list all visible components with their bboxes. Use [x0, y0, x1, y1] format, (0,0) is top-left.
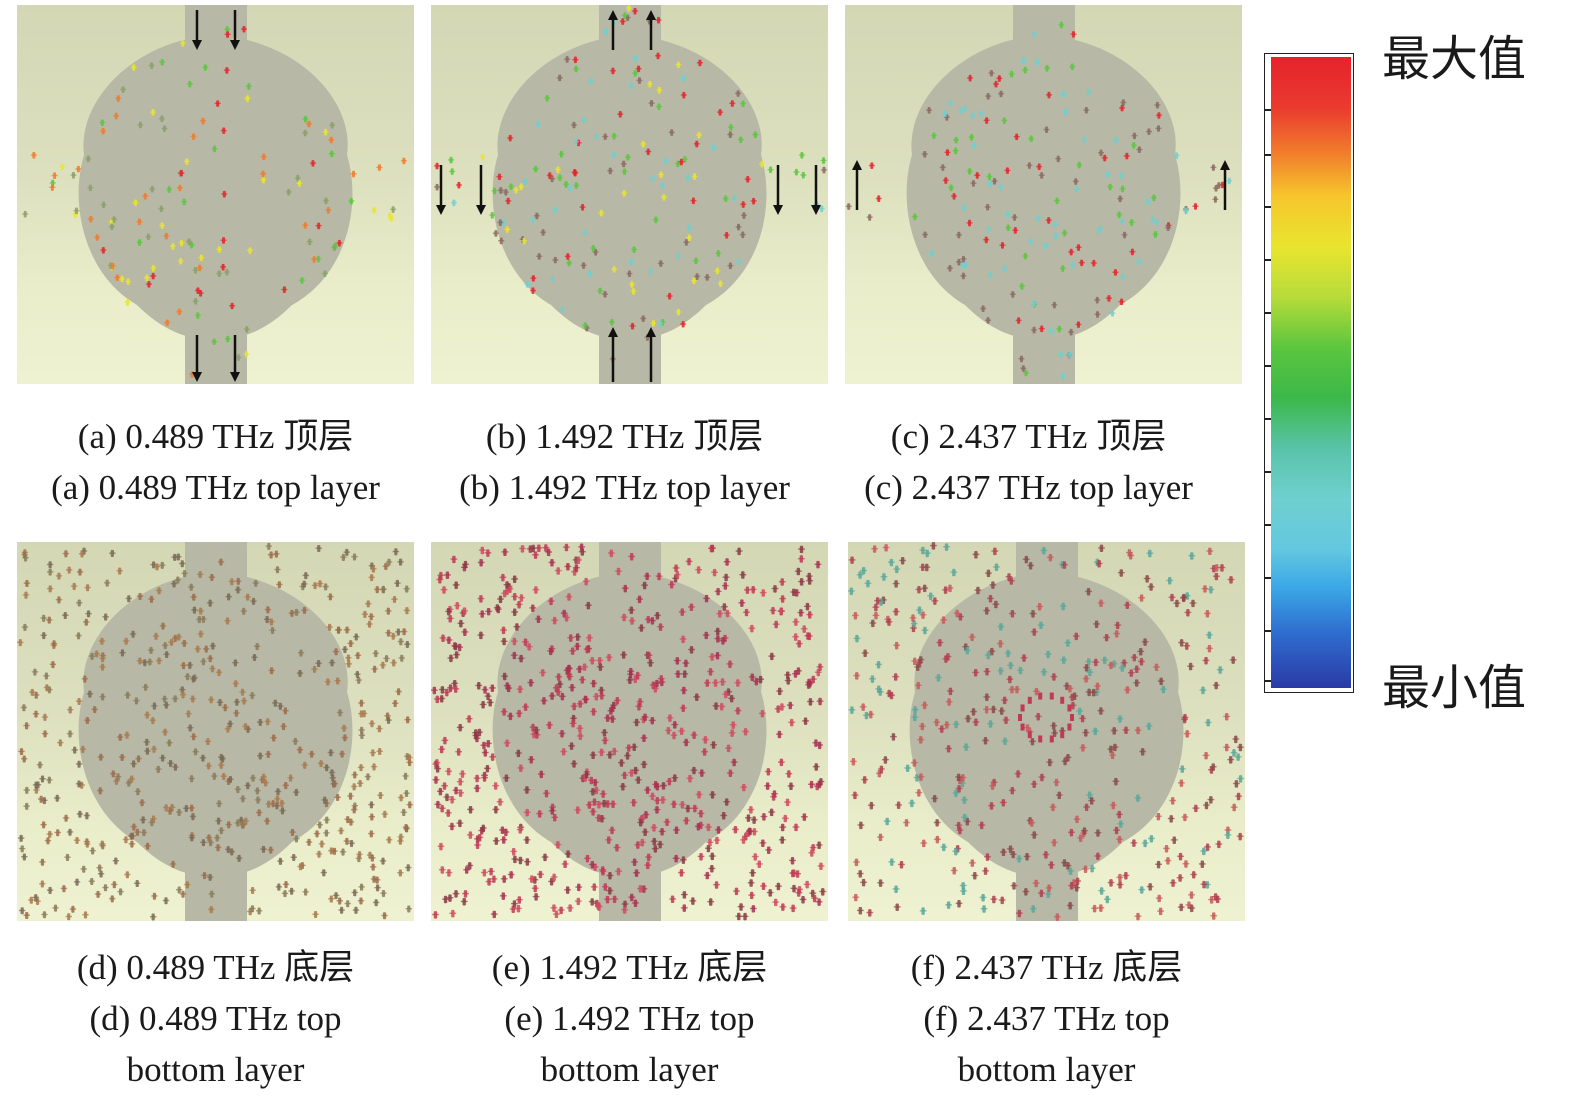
arrow-head-icon [1220, 160, 1230, 170]
field-vectors [845, 21, 1233, 380]
caption-a: (a) 0.489 THz 顶层 (a) 0.489 THz top layer [17, 411, 414, 513]
colorbar-tick [1265, 418, 1271, 420]
caption-f-en-line2: bottom layer [957, 1050, 1136, 1089]
field-vectors [848, 542, 1245, 921]
panel-a-top-layer-field-map [17, 5, 414, 384]
colorbar-tick [1265, 680, 1271, 682]
caption-a-cn: (a) 0.489 THz 顶层 [77, 417, 354, 456]
caption-d: (d) 0.489 THz 底层 (d) 0.489 THz top botto… [17, 942, 414, 1095]
arrow-head-icon [192, 40, 202, 50]
caption-f-cn: (f) 2.437 THz 底层 [910, 948, 1183, 987]
colorbar-max-label: 最大值 [1382, 31, 1527, 87]
current-arrows [192, 10, 240, 382]
panel-e-bottom-layer-field-map [431, 542, 828, 921]
colorbar-tick [1265, 577, 1271, 579]
field-vectors [22, 25, 407, 378]
colorbar-tick [1265, 630, 1271, 632]
arrow-head-icon [230, 40, 240, 50]
panel-f-bottom-layer-field-map [848, 542, 1245, 921]
arrow-head-icon [476, 205, 486, 215]
patch-shape [78, 542, 353, 921]
caption-c-en: (c) 2.437 THz top layer [864, 468, 1193, 507]
arrow-head-icon [436, 205, 446, 215]
caption-f: (f) 2.437 THz 底层 (f) 2.437 THz top botto… [848, 942, 1245, 1095]
arrow-head-icon [852, 160, 862, 170]
caption-e-cn: (e) 1.492 THz 底层 [491, 948, 768, 987]
patch-shape [906, 5, 1181, 384]
caption-c-cn: (c) 2.437 THz 顶层 [890, 417, 1167, 456]
caption-c: (c) 2.437 THz 顶层 (c) 2.437 THz top layer [830, 411, 1227, 513]
field-vectors [434, 5, 827, 363]
arrow-head-icon [811, 205, 821, 215]
caption-d-cn: (d) 0.489 THz 底层 [76, 948, 355, 987]
colorbar-tick [1265, 109, 1271, 111]
caption-b-en: (b) 1.492 THz top layer [459, 468, 790, 507]
arrow-head-icon [773, 205, 783, 215]
patch-shape [78, 5, 353, 384]
arrow-head-icon [608, 327, 618, 337]
caption-e: (e) 1.492 THz 底层 (e) 1.492 THz top botto… [431, 942, 828, 1095]
colorbar-tick [1265, 206, 1271, 208]
colorbar-tick [1265, 154, 1271, 156]
field-vectors [17, 542, 413, 921]
caption-e-en-line2: bottom layer [540, 1050, 719, 1089]
current-arrows [852, 160, 1230, 210]
patch-shape [492, 542, 767, 921]
arrow-head-icon [230, 372, 240, 382]
current-arrows [436, 10, 821, 382]
colorbar-tick [1265, 312, 1271, 314]
panel-c-top-layer-field-map [845, 5, 1242, 384]
colorbar-tick [1265, 471, 1271, 473]
colorbar-gradient [1271, 57, 1351, 688]
colorbar-tick [1265, 259, 1271, 261]
caption-d-en-line2: bottom layer [126, 1050, 305, 1089]
caption-e-en-line1: (e) 1.492 THz top [504, 999, 755, 1038]
colorbar [1264, 53, 1354, 693]
colorbar-min-label: 最小值 [1382, 660, 1527, 716]
colorbar-tick [1265, 365, 1271, 367]
patch-shape [492, 5, 767, 384]
caption-b-cn: (b) 1.492 THz 顶层 [485, 417, 764, 456]
colorbar-tick [1265, 524, 1271, 526]
ring-vectors [1018, 692, 1074, 743]
arrow-head-icon [646, 327, 656, 337]
caption-b: (b) 1.492 THz 顶层 (b) 1.492 THz top layer [426, 411, 823, 513]
caption-d-en-line1: (d) 0.489 THz top [89, 999, 342, 1038]
caption-a-en: (a) 0.489 THz top layer [51, 468, 380, 507]
panel-d-bottom-layer-field-map [17, 542, 414, 921]
arrow-head-icon [192, 372, 202, 382]
arrow-head-icon [608, 10, 618, 20]
panel-b-top-layer-field-map [431, 5, 828, 384]
caption-f-en-line1: (f) 2.437 THz top [923, 999, 1170, 1038]
field-vectors [431, 543, 827, 921]
arrow-head-icon [646, 10, 656, 20]
